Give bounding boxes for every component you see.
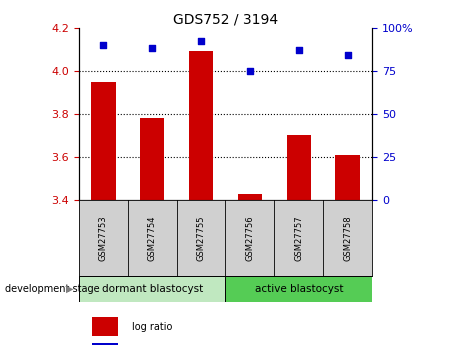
Bar xyxy=(226,276,372,302)
Text: GSM27754: GSM27754 xyxy=(148,215,156,261)
Bar xyxy=(286,135,311,200)
Title: GDS752 / 3194: GDS752 / 3194 xyxy=(173,12,278,27)
Bar xyxy=(92,317,118,335)
Text: GSM27753: GSM27753 xyxy=(99,215,108,261)
Point xyxy=(198,39,205,44)
Bar xyxy=(91,81,115,200)
Bar xyxy=(238,194,262,200)
Point xyxy=(148,46,156,51)
Point xyxy=(295,47,302,53)
Point xyxy=(100,42,107,48)
Text: development stage: development stage xyxy=(5,284,99,294)
Text: GSM27758: GSM27758 xyxy=(343,215,352,261)
Bar xyxy=(189,51,213,200)
Text: active blastocyst: active blastocyst xyxy=(254,284,343,294)
Bar xyxy=(336,155,360,200)
Text: ▶: ▶ xyxy=(66,284,74,294)
Point xyxy=(344,52,351,58)
Bar xyxy=(79,276,226,302)
Text: dormant blastocyst: dormant blastocyst xyxy=(101,284,203,294)
Text: log ratio: log ratio xyxy=(132,322,172,332)
Text: GSM27755: GSM27755 xyxy=(197,215,206,261)
Bar xyxy=(140,118,165,200)
Point xyxy=(246,68,253,73)
Text: GSM27757: GSM27757 xyxy=(295,215,303,261)
Bar xyxy=(92,343,118,345)
Text: GSM27756: GSM27756 xyxy=(245,215,254,261)
